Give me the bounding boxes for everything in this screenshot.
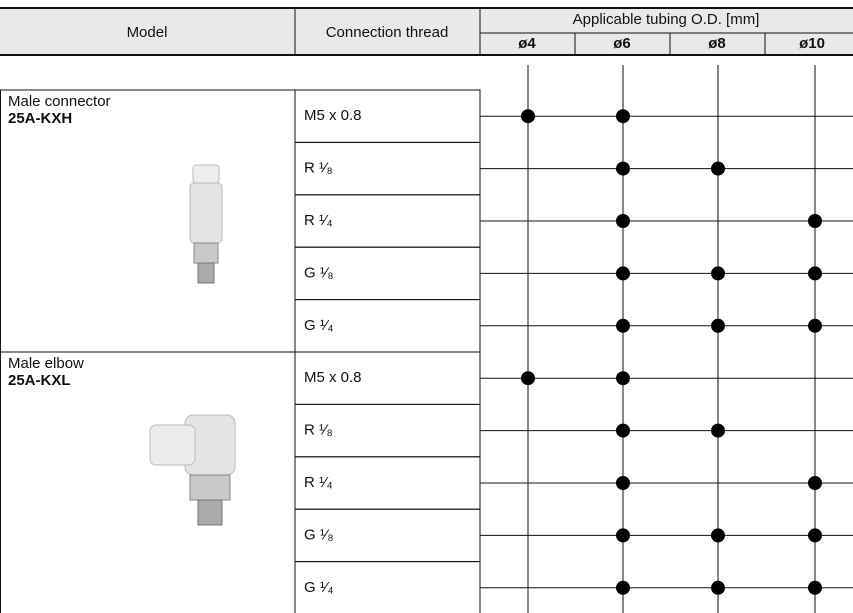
availability-dot — [616, 109, 630, 124]
availability-dot — [711, 318, 725, 333]
model-code: 25A-KXH — [8, 110, 72, 127]
model-cell — [0, 89, 296, 353]
header-thread: Connection thread — [326, 24, 449, 41]
thread: G ¹⁄₄ — [304, 317, 333, 334]
elbow-image — [149, 414, 236, 526]
thread: R ¹⁄₄ — [304, 212, 333, 229]
availability-dot — [616, 371, 630, 386]
availability-dot — [808, 318, 822, 333]
availability-dot — [711, 580, 725, 595]
availability-dot — [616, 266, 630, 281]
thread: G ¹⁄₈ — [304, 526, 334, 543]
thread: R ¹⁄₄ — [304, 474, 333, 491]
availability-dot — [616, 528, 630, 543]
availability-dot — [808, 528, 822, 543]
availability-dot — [521, 109, 535, 124]
availability-dot — [808, 476, 822, 490]
model-code: 25A-KXL — [8, 372, 71, 389]
header-model: Model — [127, 24, 168, 41]
size-label: ø8 — [708, 35, 726, 52]
availability-dot — [616, 318, 630, 333]
model-name: Male elbow — [8, 355, 84, 372]
availability-dot — [808, 214, 822, 228]
size-label: ø10 — [799, 35, 825, 52]
availability-dot — [616, 161, 630, 176]
thread: G ¹⁄₄ — [304, 579, 333, 596]
header-bg — [0, 8, 853, 55]
model-name: Male connector — [8, 93, 111, 110]
availability-dot — [616, 580, 630, 595]
availability-dot — [616, 476, 630, 490]
availability-dot — [808, 580, 822, 595]
thread: R ¹⁄₈ — [304, 422, 333, 439]
availability-dot — [521, 371, 535, 386]
thread: R ¹⁄₈ — [304, 160, 333, 177]
size-label: ø4 — [518, 35, 536, 52]
availability-dot — [711, 423, 725, 438]
connector-image — [189, 164, 223, 284]
availability-dot — [711, 528, 725, 543]
availability-dot — [711, 161, 725, 176]
thread: G ¹⁄₈ — [304, 264, 334, 281]
availability-dot — [808, 266, 822, 281]
size-label: ø6 — [613, 35, 631, 52]
thread: M5 x 0.8 — [304, 369, 362, 386]
availability-dot — [616, 214, 630, 228]
model-cell — [0, 351, 296, 613]
thread: M5 x 0.8 — [304, 107, 362, 124]
availability-dot — [711, 266, 725, 281]
availability-dot — [616, 423, 630, 438]
header-tubing: Applicable tubing O.D. [mm] — [573, 11, 760, 28]
